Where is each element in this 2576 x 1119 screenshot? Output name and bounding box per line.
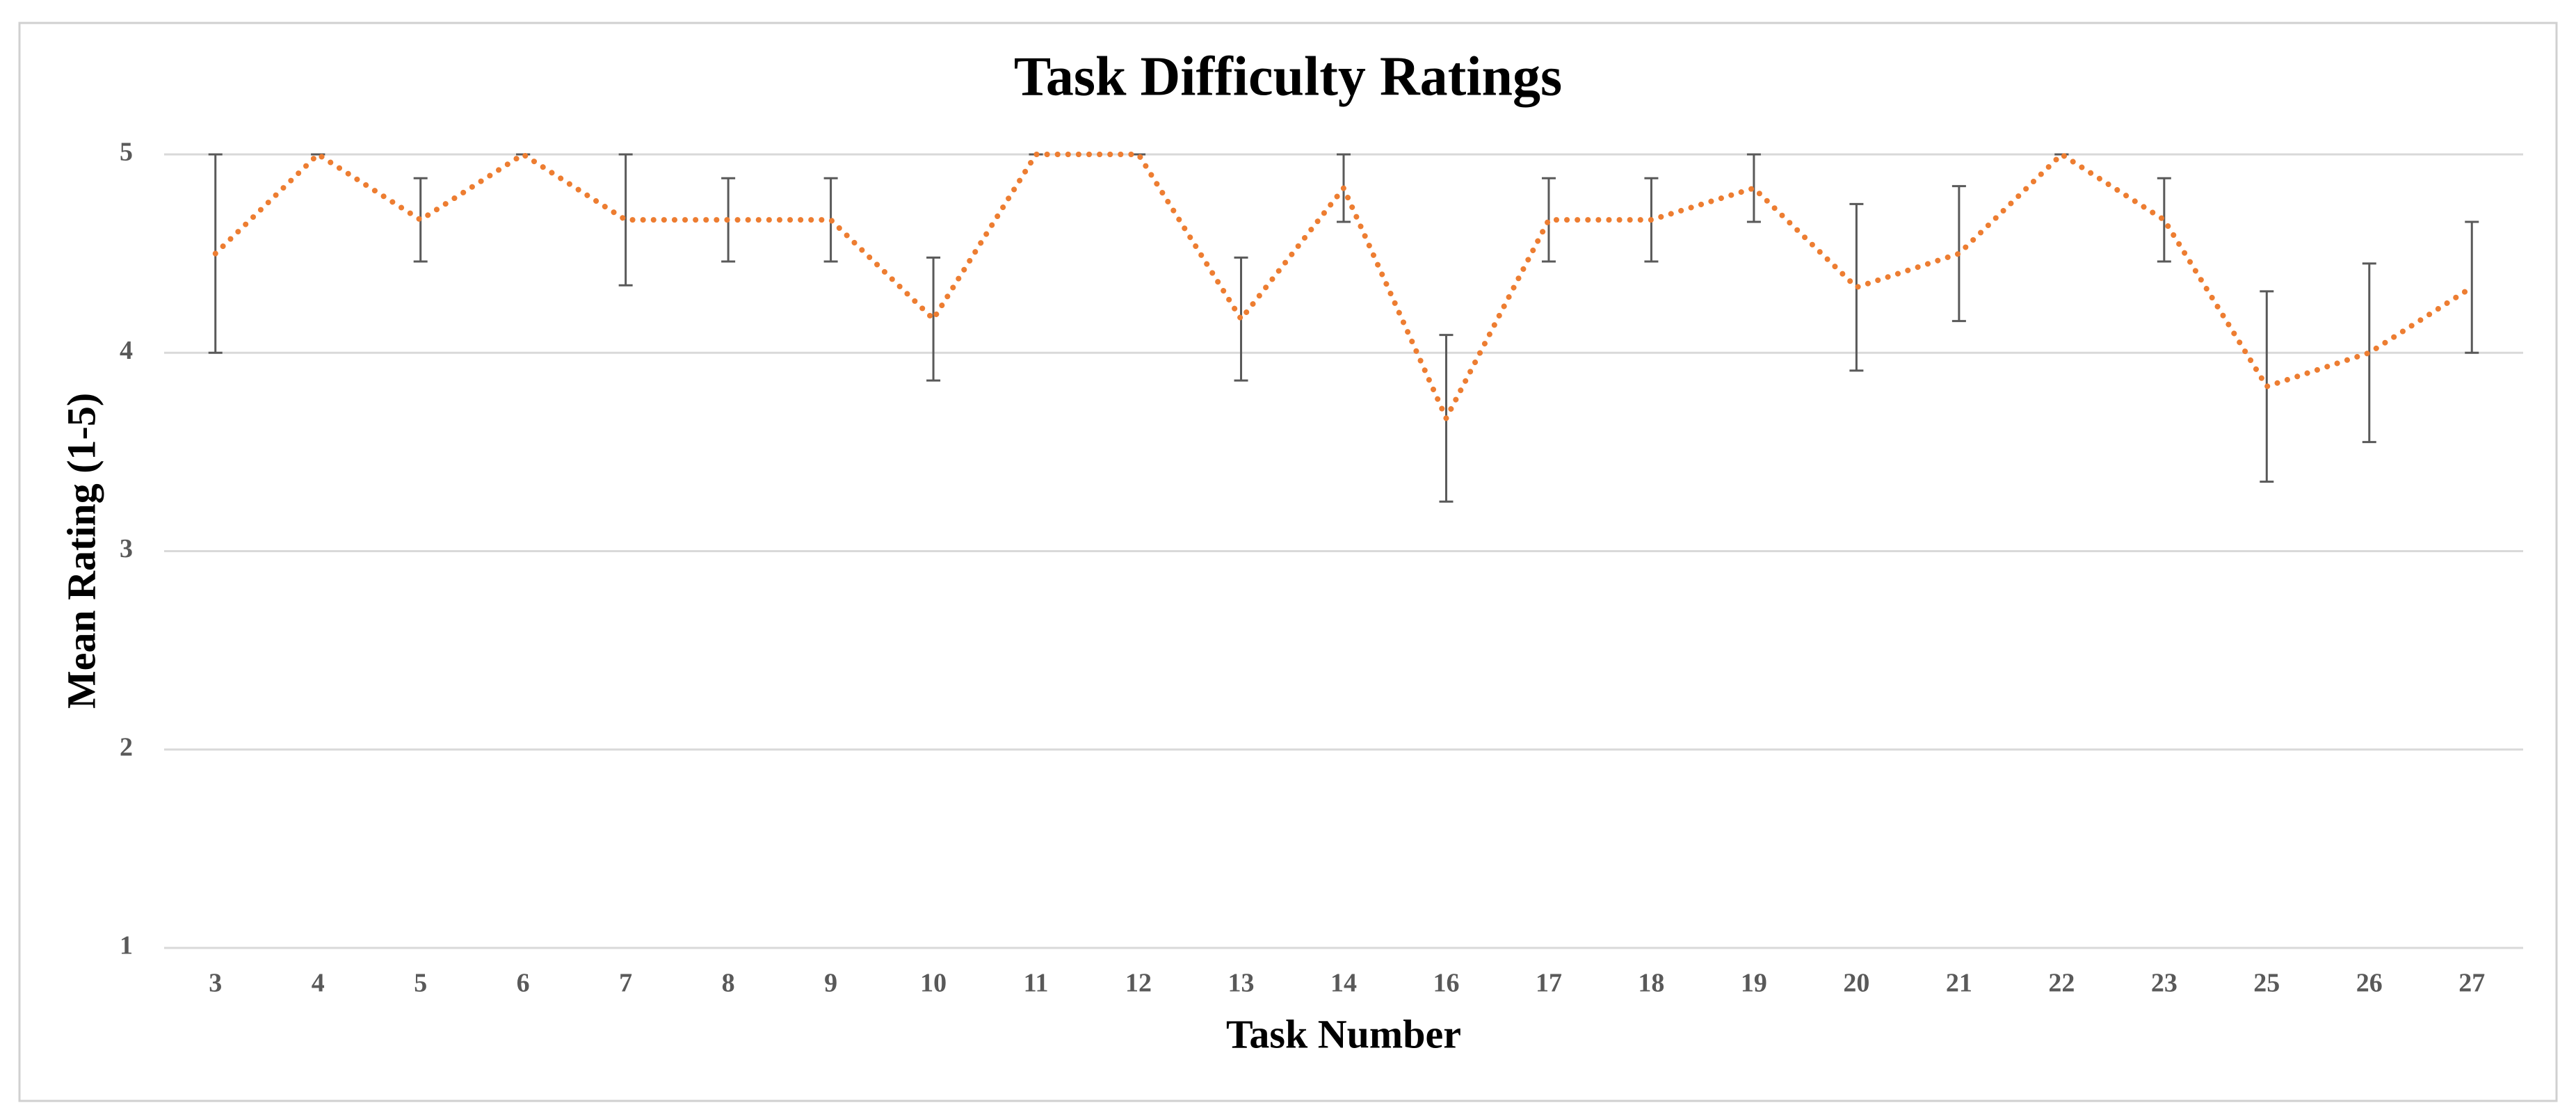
x-tick-label: 12 bbox=[1125, 969, 1152, 998]
y-tick-label: 3 bbox=[120, 534, 133, 563]
x-tick-label: 23 bbox=[2151, 969, 2177, 998]
error-bar bbox=[926, 256, 941, 382]
x-tick-label: 27 bbox=[2458, 969, 2485, 998]
x-tick-label: 18 bbox=[1638, 969, 1664, 998]
x-tick-label: 16 bbox=[1433, 969, 1459, 998]
error-bar bbox=[618, 153, 633, 287]
x-tick-label: 7 bbox=[619, 969, 632, 998]
y-tick-label: 1 bbox=[120, 931, 133, 960]
x-axis-title: Task Number bbox=[1226, 1011, 1461, 1056]
x-tick-label: 26 bbox=[2356, 969, 2383, 998]
x-tick-label: 6 bbox=[517, 969, 530, 998]
y-tick-label: 2 bbox=[120, 732, 133, 762]
x-tick-label: 19 bbox=[1741, 969, 1767, 998]
x-tick-label: 11 bbox=[1024, 969, 1049, 998]
x-tick-label: 3 bbox=[209, 969, 222, 998]
x-tick-label: 13 bbox=[1228, 969, 1255, 998]
error-bar bbox=[2465, 220, 2479, 354]
x-tick-label: 9 bbox=[824, 969, 837, 998]
x-tick-label: 21 bbox=[1946, 969, 1972, 998]
x-tick-label: 22 bbox=[2048, 969, 2075, 998]
y-tick-label: 5 bbox=[120, 138, 133, 167]
error-bar bbox=[1541, 177, 1556, 263]
y-tick-label: 4 bbox=[120, 336, 133, 365]
x-tick-label: 14 bbox=[1330, 969, 1357, 998]
chart-title: Task Difficulty Ratings bbox=[1014, 46, 1562, 107]
x-tick-label: 8 bbox=[722, 969, 735, 998]
x-tick-label: 20 bbox=[1843, 969, 1869, 998]
x-tick-label: 17 bbox=[1536, 969, 1562, 998]
error-bar bbox=[2157, 177, 2171, 263]
x-tick-label: 10 bbox=[920, 969, 947, 998]
chart-border bbox=[18, 22, 2558, 1102]
y-axis-title: Mean Rating (1-5) bbox=[58, 393, 104, 709]
x-tick-label: 4 bbox=[312, 969, 325, 998]
data-line bbox=[212, 150, 2475, 425]
x-tick-label: 25 bbox=[2253, 969, 2280, 998]
x-tick-label: 5 bbox=[414, 969, 427, 998]
